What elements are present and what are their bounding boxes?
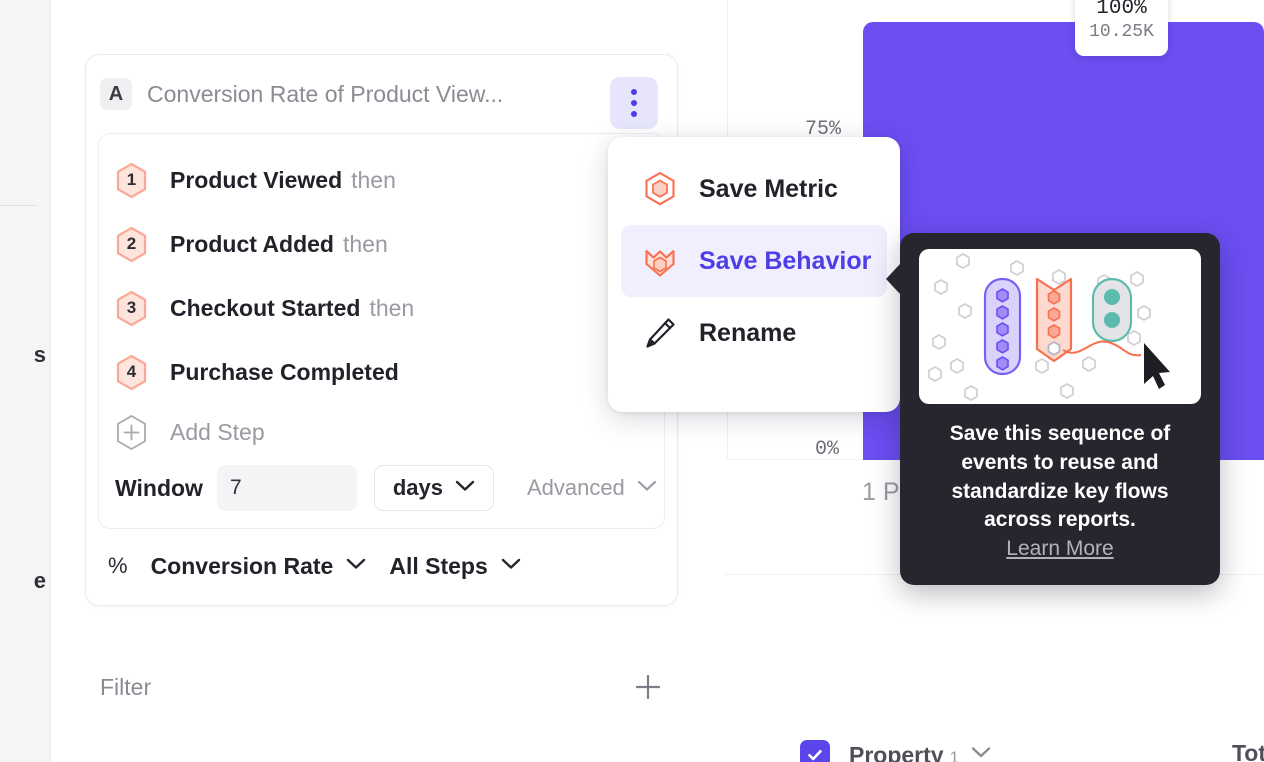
step-connector: then xyxy=(351,166,396,193)
x-axis-category-label: 1 P xyxy=(862,478,900,506)
plus-icon xyxy=(635,674,661,700)
step-label: Product Added xyxy=(170,230,334,257)
legend-superscript: 1 xyxy=(949,747,960,762)
hexagon-icon xyxy=(116,354,147,390)
step-number: 1 xyxy=(126,170,137,189)
chevron-down-icon xyxy=(346,557,366,575)
chevron-down-icon xyxy=(501,557,521,575)
legend-label-text: Property xyxy=(849,741,944,762)
menu-item-rename[interactable]: Rename xyxy=(621,297,887,369)
advanced-label: Advanced xyxy=(526,475,625,500)
behavior-shield-icon xyxy=(641,242,679,280)
metric-type-select[interactable]: Conversion Rate xyxy=(151,553,367,580)
bar-value-count: 10.25K xyxy=(1089,21,1154,42)
metric-letter-badge: A xyxy=(100,78,132,110)
window-settings-row: Window days Advanced xyxy=(99,460,664,516)
bar-value-tooltip: 100% 10.25K xyxy=(1075,0,1168,56)
filter-label: Filter xyxy=(100,673,152,700)
add-filter-button[interactable] xyxy=(633,672,663,702)
tooltip-body-text: Save this sequence of events to reuse an… xyxy=(949,422,1171,532)
plus-hexagon-icon xyxy=(115,414,148,451)
more-vertical-icon-dot-2 xyxy=(631,100,637,106)
step-row[interactable]: 3 Checkout Started then xyxy=(99,276,664,340)
check-icon xyxy=(808,749,822,761)
metric-card-header: A Conversion Rate of Product View... xyxy=(86,55,677,133)
window-value-input[interactable] xyxy=(216,465,357,511)
step-connector: then xyxy=(369,294,415,321)
y-tick-0: 0% xyxy=(815,438,840,461)
metric-card-footer: % Conversion Rate All Steps xyxy=(86,529,677,603)
step-number-hexagon: 3 xyxy=(115,290,148,327)
metric-scope-value: All Steps xyxy=(389,552,488,579)
metric-scope-select[interactable]: All Steps xyxy=(389,553,520,580)
chevron-down-icon xyxy=(455,479,475,497)
hexagon-metric-icon xyxy=(641,170,679,208)
sidebar-strip: s e xyxy=(0,0,51,762)
sidebar-clipped-label-1: s xyxy=(33,342,46,367)
metric-title[interactable]: Conversion Rate of Product View... xyxy=(147,80,504,107)
legend-label-property: Property 1 xyxy=(849,742,959,762)
builder-column: A Conversion Rate of Product View... 1 xyxy=(51,0,710,762)
metric-definition-card: A Conversion Rate of Product View... 1 xyxy=(85,54,678,606)
behavior-sequence-illustration xyxy=(919,249,1201,404)
chevron-down-icon xyxy=(637,479,657,497)
save-behavior-tooltip: Save this sequence of events to reuse an… xyxy=(886,233,1220,585)
step-row[interactable]: 4 Purchase Completed xyxy=(99,340,664,404)
learn-more-link[interactable]: Learn More xyxy=(1006,537,1114,561)
pencil-icon xyxy=(641,314,679,352)
menu-label: Rename xyxy=(699,318,797,347)
hexagon-icon xyxy=(116,290,147,326)
step-number: 3 xyxy=(126,298,137,317)
step-number-hexagon: 2 xyxy=(115,226,148,263)
step-label: Checkout Started xyxy=(170,294,361,321)
metric-options-menu: Save Metric Save Behavior Rename xyxy=(608,137,900,412)
step-number: 2 xyxy=(126,234,137,253)
menu-label: Save Metric xyxy=(699,174,838,203)
step-number-hexagon: 1 xyxy=(115,162,148,199)
step-label: Purchase Completed xyxy=(170,358,399,385)
y-tick-75: 75% xyxy=(805,118,842,141)
tooltip-arrow xyxy=(886,263,901,295)
sidebar-clipped-label-2: e xyxy=(33,568,46,593)
menu-item-save-metric[interactable]: Save Metric xyxy=(621,153,887,225)
advanced-options-select[interactable]: Advanced xyxy=(527,475,657,501)
metric-options-button[interactable] xyxy=(610,77,658,129)
add-step-label: Add Step xyxy=(170,418,265,445)
legend-checkbox-property[interactable] xyxy=(800,740,830,762)
menu-item-save-behavior[interactable]: Save Behavior xyxy=(621,225,887,297)
sidebar-divider xyxy=(0,205,38,206)
menu-label: Save Behavior xyxy=(699,246,872,275)
metric-type-value: Conversion Rate xyxy=(150,552,334,579)
filter-section: Filter xyxy=(100,672,663,702)
window-unit-select[interactable]: days xyxy=(373,465,494,511)
chevron-down-icon[interactable] xyxy=(971,746,991,762)
step-label: Product Viewed xyxy=(170,166,343,193)
legend-total-label: Tot xyxy=(1231,740,1264,762)
add-step-button[interactable]: Add Step xyxy=(99,404,664,460)
hexagon-icon xyxy=(116,226,147,262)
window-unit-value: days xyxy=(392,475,444,500)
more-vertical-icon-dot-3 xyxy=(631,111,637,117)
more-vertical-icon-dot-1 xyxy=(631,89,637,95)
step-connector: then xyxy=(342,230,388,257)
percent-icon: % xyxy=(108,553,128,578)
step-number: 4 xyxy=(126,362,137,381)
step-number-hexagon: 4 xyxy=(115,354,148,391)
steps-container: 1 Product Viewed then 2 Product Added th… xyxy=(98,133,665,529)
hexagon-icon xyxy=(116,162,147,198)
step-row[interactable]: 2 Product Added then xyxy=(99,212,664,276)
chart-legend: Property 1 Tot xyxy=(800,740,1264,762)
bar-value-percent: 100% xyxy=(1096,0,1147,20)
window-label: Window xyxy=(115,474,203,501)
step-row[interactable]: 1 Product Viewed then xyxy=(99,148,664,212)
